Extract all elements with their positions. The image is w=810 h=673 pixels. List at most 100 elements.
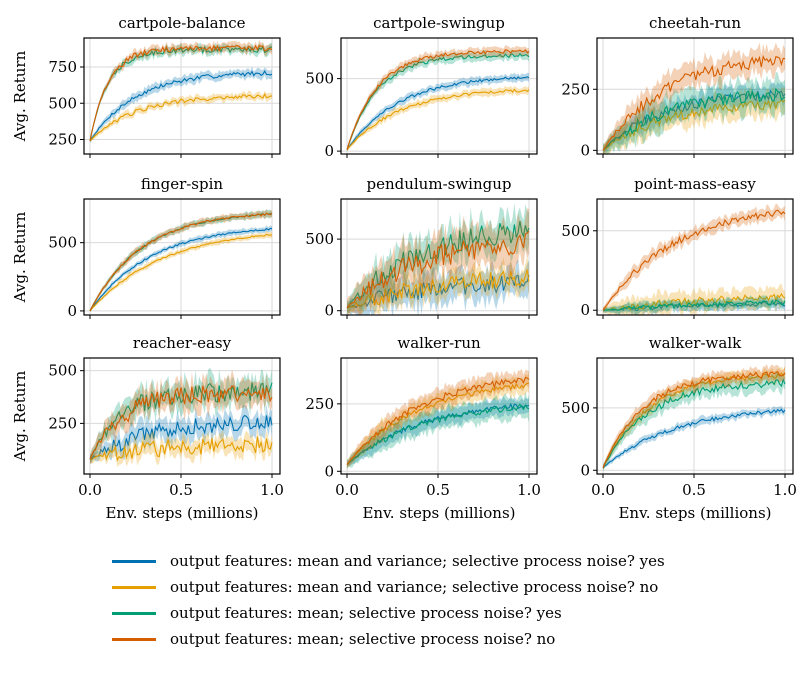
y-tick-label: 750 bbox=[48, 58, 77, 76]
series-line bbox=[89, 385, 273, 460]
y-tick-label: 0 bbox=[67, 302, 77, 320]
series-line bbox=[89, 212, 273, 312]
y-tick-label: 250 bbox=[48, 131, 77, 149]
y-tick-label: 250 bbox=[305, 395, 334, 413]
legend-label: output features: mean; selective process… bbox=[170, 604, 562, 622]
panel-cartpole-balance: cartpole-balance 250 500 750 Avg. Return bbox=[11, 14, 281, 158]
x-tick-label: 1.0 bbox=[260, 481, 284, 499]
y-tick-label: 250 bbox=[561, 80, 590, 98]
panel-title: cheetah-run bbox=[649, 14, 741, 32]
legend-item: output features: mean and variance; sele… bbox=[112, 574, 665, 600]
series-band bbox=[347, 208, 529, 315]
series-line bbox=[346, 52, 530, 150]
panel-cheetah-run: cheetah-run 0 250 bbox=[561, 14, 794, 159]
x-axis-label: Env. steps (millions) bbox=[105, 504, 258, 522]
legend-item: output features: mean; selective process… bbox=[112, 600, 665, 626]
series-line bbox=[89, 45, 273, 142]
series-line bbox=[602, 87, 786, 151]
y-tick-label: 0 bbox=[580, 461, 590, 479]
panel-title: cartpole-balance bbox=[118, 14, 245, 32]
series-line bbox=[346, 76, 530, 151]
series-band bbox=[90, 40, 272, 143]
axes-frame bbox=[340, 198, 538, 316]
y-axis-label: Avg. Return bbox=[11, 370, 29, 462]
legend-item: output features: mean; selective process… bbox=[112, 626, 665, 652]
legend-label: output features: mean and variance; sele… bbox=[170, 578, 659, 596]
series-line bbox=[602, 378, 786, 469]
y-tick-label: 500 bbox=[561, 399, 590, 417]
x-tick-label: 0.0 bbox=[335, 481, 359, 499]
panel-title: finger-spin bbox=[141, 175, 223, 193]
axes-frame bbox=[596, 198, 794, 316]
y-axis-label: Avg. Return bbox=[11, 211, 29, 303]
legend: output features: mean and variance; sele… bbox=[112, 548, 665, 652]
legend-swatch bbox=[112, 637, 156, 641]
series-band bbox=[90, 42, 272, 143]
y-tick-label: 500 bbox=[305, 230, 334, 248]
panel-pendulum-swingup: pendulum-swingup 0 500 bbox=[305, 175, 538, 320]
x-axis-label: Env. steps (millions) bbox=[618, 504, 771, 522]
series-line bbox=[89, 44, 273, 142]
series-line bbox=[346, 88, 530, 151]
x-tick-label: 0.5 bbox=[169, 481, 193, 499]
series-band bbox=[90, 90, 272, 142]
series-line bbox=[89, 69, 273, 142]
y-tick-label: 0 bbox=[324, 142, 334, 160]
legend-swatch bbox=[112, 585, 156, 589]
series-band bbox=[347, 373, 529, 469]
panel-title: walker-run bbox=[397, 334, 481, 352]
series-band bbox=[90, 231, 272, 312]
series-band bbox=[347, 49, 529, 151]
series-line bbox=[602, 54, 786, 151]
y-tick-label: 0 bbox=[580, 141, 590, 159]
series-band bbox=[603, 405, 785, 470]
y-tick-label: 500 bbox=[305, 70, 334, 88]
x-tick-label: 1.0 bbox=[517, 481, 541, 499]
axes-frame bbox=[596, 37, 794, 155]
y-tick-label: 250 bbox=[48, 414, 77, 432]
series-line bbox=[602, 89, 786, 151]
x-tick-label: 1.0 bbox=[773, 481, 797, 499]
y-axis-label: Avg. Return bbox=[11, 50, 29, 142]
series-line bbox=[346, 274, 530, 309]
y-tick-label: 500 bbox=[48, 234, 77, 252]
series-line bbox=[89, 233, 273, 312]
series-line bbox=[89, 436, 273, 462]
x-tick-label: 0.5 bbox=[426, 481, 450, 499]
series-line bbox=[346, 403, 530, 466]
series-band bbox=[90, 404, 272, 464]
x-tick-label: 0.5 bbox=[682, 481, 706, 499]
axes-frame bbox=[83, 198, 281, 316]
axes-frame bbox=[83, 357, 281, 475]
series-line bbox=[602, 299, 786, 311]
series-band bbox=[90, 367, 272, 463]
legend-label: output features: mean and variance; sele… bbox=[170, 552, 665, 570]
series-line bbox=[602, 372, 786, 469]
series-line bbox=[346, 230, 530, 309]
series-band bbox=[347, 255, 529, 315]
y-tick-label: 500 bbox=[561, 222, 590, 240]
y-tick-label: 500 bbox=[48, 94, 77, 112]
y-tick-label: 0 bbox=[324, 302, 334, 320]
series-line bbox=[602, 408, 786, 469]
series-line bbox=[602, 292, 786, 312]
panel-finger-spin: finger-spin 0 500 Avg. Return bbox=[11, 175, 281, 320]
axes-frame bbox=[340, 37, 538, 155]
y-tick-label: 500 bbox=[48, 362, 77, 380]
series-band bbox=[347, 45, 529, 152]
x-tick-label: 0.0 bbox=[78, 481, 102, 499]
series-band bbox=[603, 71, 785, 154]
series-line bbox=[602, 98, 786, 151]
axes-frame bbox=[340, 357, 538, 475]
series-band bbox=[347, 395, 529, 468]
legend-swatch bbox=[112, 611, 156, 615]
series-band bbox=[90, 427, 272, 468]
x-tick-label: 0.0 bbox=[591, 481, 615, 499]
series-line bbox=[346, 269, 530, 309]
series-line bbox=[346, 49, 530, 150]
series-band bbox=[90, 66, 272, 144]
axes-frame bbox=[596, 357, 794, 475]
